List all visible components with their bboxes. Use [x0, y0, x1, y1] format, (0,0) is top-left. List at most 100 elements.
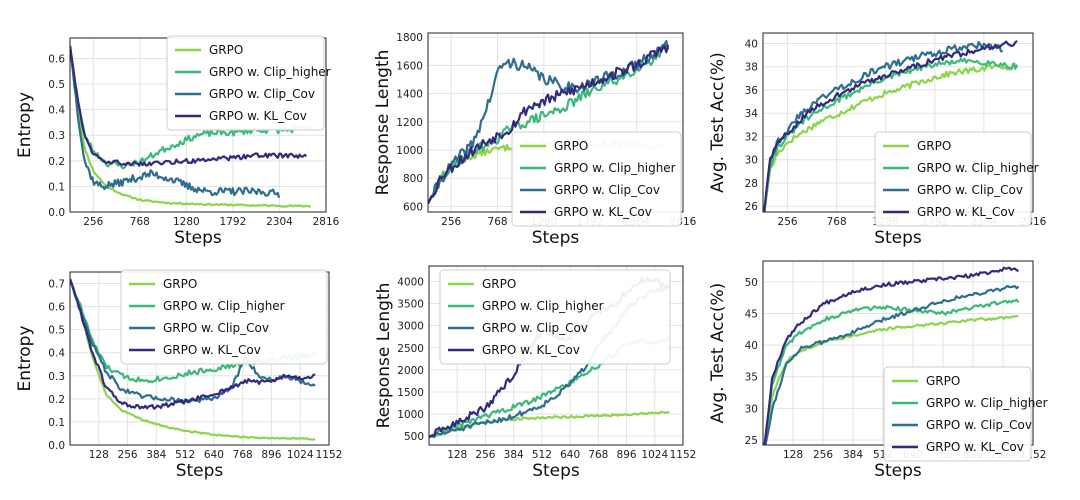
- x-tick-label: 512: [175, 449, 195, 461]
- legend-label: GRPO w. Clip_Cov: [482, 321, 588, 335]
- y-tick-label: 0.2: [48, 156, 65, 168]
- legend-label: GRPO w. Clip_Cov: [554, 183, 660, 197]
- x-axis-label: Steps: [874, 228, 922, 248]
- legend-label: GRPO w. Clip_higher: [554, 161, 676, 175]
- x-tick-label: 640: [204, 449, 224, 461]
- legend: GRPO GRPO w. Clip_higher GRPO w. Clip_Cov G…: [511, 131, 682, 227]
- axes-frame: [428, 265, 684, 446]
- x-tick-label: 1152: [670, 449, 697, 461]
- y-tick-label: 30: [745, 155, 758, 167]
- y-tick-label: 4000: [397, 276, 424, 288]
- y-tick-label: 0.2: [48, 394, 65, 406]
- series-line-1: [70, 45, 312, 208]
- y-tick-label: 2000: [397, 365, 424, 377]
- y-tick-label: 0.0: [48, 440, 65, 452]
- x-tick-label: 256: [778, 216, 798, 228]
- y-tick-label: 1200: [396, 117, 423, 129]
- legend: GRPO GRPO w. Clip_higher GRPO w. Clip_Cov G…: [120, 269, 328, 365]
- legend: GRPO GRPO w. Clip_higher GRPO w. Clip_Cov G…: [166, 35, 331, 131]
- x-tick-label: 256: [813, 449, 833, 461]
- x-tick-label: 256: [475, 449, 495, 461]
- x-tick-label: 768: [233, 449, 253, 461]
- x-tick-label: 128: [89, 449, 109, 461]
- chart-panel-6: 1282563845126407688961024115225303540455…: [708, 260, 1048, 481]
- legend-label: GRPO w. Clip_higher: [917, 161, 1039, 175]
- legend: GRPO GRPO w. Clip_higher GRPO w. Clip_Cov G…: [439, 269, 671, 365]
- legend-label: GRPO w. KL_Cov: [482, 343, 580, 357]
- legend-label: GRPO w. Clip_Cov: [926, 418, 1032, 432]
- y-tick-label: 0.5: [48, 325, 65, 337]
- x-tick-label: 1792: [220, 216, 247, 228]
- x-tick-label: 256: [441, 216, 461, 228]
- y-tick-label: 40: [745, 38, 758, 50]
- x-tick-label: 1152: [316, 449, 343, 461]
- series-line-4: [763, 266, 1019, 445]
- legend-label: GRPO w. Clip_Cov: [209, 87, 315, 101]
- y-tick-label: 0.6: [48, 302, 65, 314]
- legend-box: [166, 35, 325, 131]
- series-group: [763, 266, 1020, 445]
- legend-box: [120, 269, 328, 365]
- x-tick-label: 256: [83, 216, 103, 228]
- x-tick-label: 256: [118, 449, 138, 461]
- series-line-3: [764, 284, 1020, 445]
- series-line-4: [70, 45, 308, 167]
- x-tick-label: 128: [783, 449, 803, 461]
- y-tick-label: 3000: [397, 321, 424, 333]
- legend-label: GRPO: [163, 277, 197, 291]
- series-line-1: [763, 315, 1019, 445]
- y-tick-label: 0.7: [48, 279, 65, 291]
- y-tick-label: 30: [745, 403, 758, 415]
- legend-label: GRPO w. KL_Cov: [926, 440, 1024, 454]
- y-tick-label: 1000: [397, 409, 424, 421]
- series-line-2: [428, 44, 669, 205]
- legend-label: GRPO: [554, 139, 588, 153]
- legend-label: GRPO w. KL_Cov: [554, 205, 652, 219]
- chart-panel-5: 128 256 384 512 640 768 896 1024 1152 500 1000 1500…: [374, 265, 697, 481]
- y-tick-label: 800: [403, 173, 423, 185]
- series-group: [763, 39, 1019, 212]
- chart-panel-3: 25676812801792230428162628303234363840St…: [708, 32, 1047, 248]
- x-axis-label: Steps: [174, 228, 222, 248]
- series-line-2: [763, 298, 1020, 445]
- y-tick-label: 25: [745, 435, 758, 447]
- y-tick-label: 1000: [396, 145, 423, 157]
- legend-label: GRPO: [482, 277, 516, 291]
- x-tick-label: 768: [130, 216, 150, 228]
- series-line-4: [70, 278, 316, 410]
- legend-label: GRPO: [926, 374, 960, 388]
- x-tick-label: 384: [504, 449, 524, 461]
- x-tick-label: 384: [843, 449, 863, 461]
- x-tick-label: 512: [532, 449, 552, 461]
- chart-panel-1: 256 768 1280 1792 2304 2816 0.0 0.1 0.2 0.3 0.4 0.5…: [15, 35, 340, 248]
- x-tick-label: 896: [261, 449, 281, 461]
- x-axis-label: Steps: [532, 461, 580, 481]
- y-tick-label: 1500: [397, 387, 424, 399]
- legend-label: GRPO w. Clip_higher: [209, 65, 331, 79]
- y-tick-label: 28: [745, 178, 758, 190]
- y-tick-label: 1800: [396, 32, 423, 44]
- x-tick-label: 640: [560, 449, 580, 461]
- x-axis-label: Steps: [874, 461, 922, 481]
- series-line-4: [763, 39, 1018, 212]
- legend-label: GRPO w. Clip_higher: [482, 299, 604, 313]
- legend-label: GRPO w. KL_Cov: [209, 109, 307, 123]
- legend: GRPO GRPO w. Clip_higher GRPO w. Clip_Cov G…: [874, 131, 1039, 227]
- y-tick-label: 32: [745, 131, 758, 143]
- y-tick-label: 2500: [397, 343, 424, 355]
- x-tick-label: 384: [146, 449, 166, 461]
- x-tick-label: 1280: [173, 216, 200, 228]
- y-tick-label: 0.4: [48, 105, 65, 117]
- chart-panel-4: 128 256 384 512 640 768 896 1024 1152 0.0 0.1 0.2 0.…: [15, 269, 343, 481]
- y-axis-label: Entropy: [15, 92, 35, 158]
- legend-label: GRPO w. KL_Cov: [163, 343, 261, 357]
- y-tick-label: 0.6: [48, 53, 65, 65]
- y-tick-label: 0.1: [48, 417, 65, 429]
- y-tick-label: 45: [745, 308, 758, 320]
- legend-label: GRPO w. Clip_higher: [926, 396, 1048, 410]
- y-tick-label: 38: [745, 62, 758, 74]
- x-axis-label: Steps: [176, 461, 224, 481]
- series-line-4: [428, 44, 670, 204]
